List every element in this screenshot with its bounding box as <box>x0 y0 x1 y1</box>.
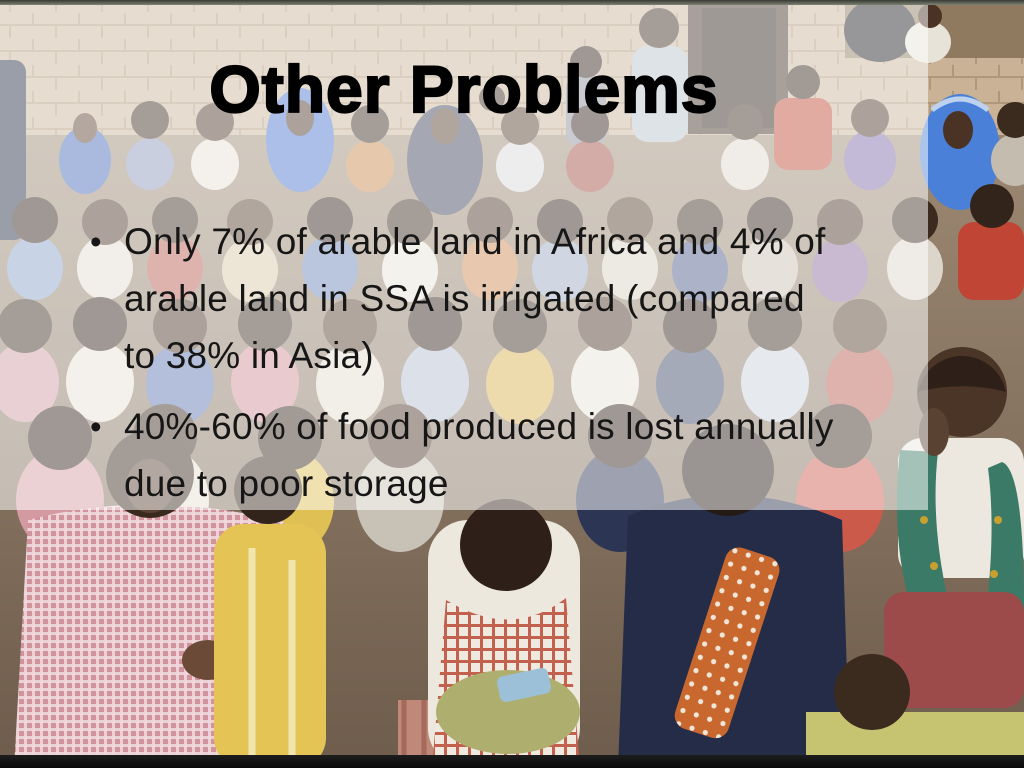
bottom-border <box>0 755 1024 768</box>
bullet-marker: • <box>90 223 102 260</box>
bullet-list: • Only 7% of arable land in Africa and 4… <box>90 213 930 526</box>
bullet-line: due to poor storage <box>124 463 449 504</box>
slide-title: Other Problems <box>208 52 719 126</box>
bullet-line: arable land in SSA is irrigated (compare… <box>124 278 805 319</box>
bullet-text: Only 7% of arable land in Africa and 4% … <box>124 213 930 384</box>
bullet-text: 40%-60% of food produced is lost annuall… <box>124 398 930 512</box>
top-border <box>0 0 1024 5</box>
text-overlay-panel <box>0 5 928 510</box>
bullet-item: • 40%-60% of food produced is lost annua… <box>90 398 930 512</box>
bullet-marker: • <box>90 408 102 445</box>
bullet-item: • Only 7% of arable land in Africa and 4… <box>90 213 930 384</box>
bullet-line: 40%-60% of food produced is lost annuall… <box>124 406 834 447</box>
bullet-line: Only 7% of arable land in Africa and 4% … <box>124 221 826 262</box>
bullet-line: to 38% in Asia) <box>124 335 374 376</box>
